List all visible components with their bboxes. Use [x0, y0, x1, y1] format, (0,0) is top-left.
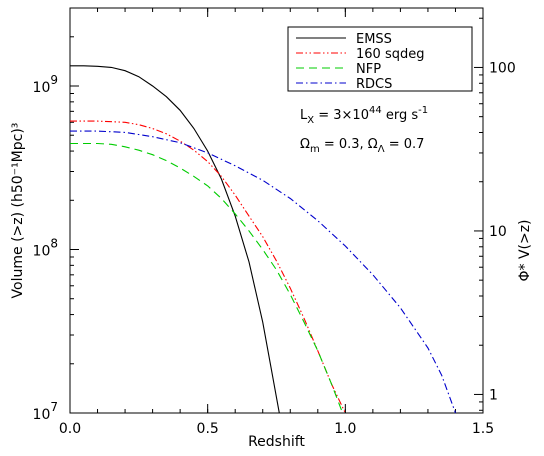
x-tick-label: 1.0	[334, 421, 356, 437]
annot-part: = 0.7	[385, 137, 425, 152]
y-tick-label: 109	[33, 73, 58, 96]
annot-part: Ω	[368, 137, 378, 152]
y2-tick-label: 1	[489, 387, 498, 403]
y-tick-exponent: 8	[50, 237, 58, 251]
annot-part: = 3×10	[314, 108, 369, 123]
y-axis-title: Volume (>z) (h50⁻¹Mpc)³	[10, 123, 26, 299]
x-axis-title: Redshift	[248, 434, 305, 450]
legend-label: EMSS	[356, 32, 392, 47]
y-tick-mantissa: 10	[33, 407, 51, 423]
annot-sup: -1	[418, 105, 428, 116]
annot-sup: 44	[369, 105, 382, 116]
annot-sub: m	[310, 144, 320, 155]
series-line-emss	[70, 65, 280, 414]
legend-label: 160 sqdeg	[356, 47, 424, 62]
legend-label: RDCS	[356, 77, 392, 92]
y-tick-exponent: 7	[50, 400, 58, 414]
y2-tick-label: 100	[489, 60, 516, 76]
annot-part: Ω	[300, 137, 310, 152]
x-tick-label: 0.0	[59, 421, 81, 437]
annot-sub: X	[307, 115, 314, 126]
annotation-luminosity: LX = 3×1044 erg s-1	[300, 105, 428, 126]
y-tick-mantissa: 10	[33, 244, 51, 260]
y-tick-exponent: 9	[50, 73, 58, 87]
y-tick-label: 107	[33, 400, 58, 423]
annot-part: L	[300, 108, 308, 123]
x-tick-label: 0.5	[197, 421, 219, 437]
plot-frame	[69, 7, 484, 414]
annot-part: = 0.3,	[320, 137, 368, 152]
x-tick-label: 1.5	[472, 421, 494, 437]
annot-sub: Λ	[378, 144, 385, 155]
plot-area: 0.0 0.5 1.0 1.5109108107100101RedshiftVolum…	[10, 7, 533, 450]
y2-axis-title: Φ* V(>z)	[517, 219, 533, 281]
annot-part: erg s	[382, 108, 419, 123]
series-line-160-sqdeg	[70, 120, 346, 414]
y-tick-label: 108	[33, 237, 58, 260]
series-line-rdcs	[70, 130, 457, 414]
legend-label: NFP	[356, 62, 381, 77]
y-tick-mantissa: 10	[33, 80, 51, 96]
annotation-cosmology: Ωm = 0.3, ΩΛ = 0.7	[300, 137, 424, 155]
y2-tick-label: 10	[489, 224, 507, 240]
series-line-nfp	[70, 142, 344, 414]
